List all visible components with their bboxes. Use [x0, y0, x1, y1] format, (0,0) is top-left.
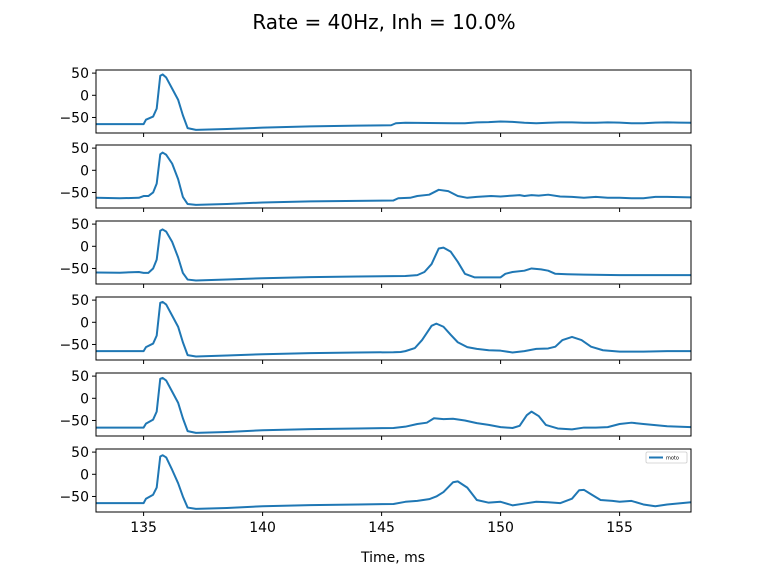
- panel-frame: [95, 220, 692, 285]
- panel-5: 50 0 −50: [59, 369, 692, 440]
- y-tick-label: 50: [71, 445, 89, 461]
- panel-2: 50 0 −50: [59, 141, 692, 212]
- panel-3: 50 0 −50: [59, 217, 692, 288]
- y-tick-label: −50: [59, 413, 89, 429]
- series-line-1: [96, 73, 691, 131]
- panels-group: 50 0 −50 50 0 −50 50 0 −50 50 0 −50 50 0 −50 50 0 −50 135 1…: [59, 66, 692, 536]
- legend-box: [645, 451, 688, 464]
- x-tick-label: 150: [487, 520, 514, 536]
- y-tick-label: 0: [80, 467, 89, 483]
- series-line-6: [96, 454, 691, 510]
- x-tick-label: 145: [368, 520, 395, 536]
- y-tick-label: 50: [71, 293, 89, 309]
- y-tick-label: 0: [80, 391, 89, 407]
- panel-frame: [95, 144, 692, 209]
- series-line-4: [96, 300, 691, 358]
- legend-label: moto: [666, 456, 679, 462]
- panel-frame: [95, 296, 692, 361]
- legend: moto: [645, 451, 688, 464]
- y-tick-label: −50: [59, 261, 89, 277]
- panel-6: 50 0 −50 135 140 145 150 155 moto: [59, 445, 692, 536]
- panel-4: 50 0 −50: [59, 293, 692, 364]
- y-tick-label: 0: [80, 239, 89, 255]
- series-line-3: [96, 228, 691, 282]
- chart-title: Rate = 40Hz, Inh = 10.0%: [252, 10, 515, 34]
- y-tick-label: −50: [59, 337, 89, 353]
- y-tick-label: 50: [71, 141, 89, 157]
- panel-frame: [95, 372, 692, 437]
- y-tick-label: 50: [71, 66, 89, 82]
- x-axis-label: Time, ms: [360, 550, 425, 566]
- x-tick-label: 155: [606, 520, 633, 536]
- x-tick-label: 140: [249, 520, 276, 536]
- x-tick-label: 135: [130, 520, 157, 536]
- y-tick-label: 50: [71, 217, 89, 233]
- y-tick-label: −50: [59, 489, 89, 505]
- series-line-5: [96, 376, 691, 434]
- panel-frame: [95, 448, 692, 513]
- y-tick-label: 0: [80, 315, 89, 331]
- panel-1: 50 0 −50: [59, 66, 692, 137]
- series-line-2: [96, 151, 691, 206]
- panel-frame: [95, 69, 692, 134]
- y-tick-label: 0: [80, 163, 89, 179]
- y-tick-label: 50: [71, 369, 89, 385]
- y-tick-label: −50: [59, 185, 89, 201]
- y-tick-label: −50: [59, 110, 89, 126]
- y-tick-label: 0: [80, 88, 89, 104]
